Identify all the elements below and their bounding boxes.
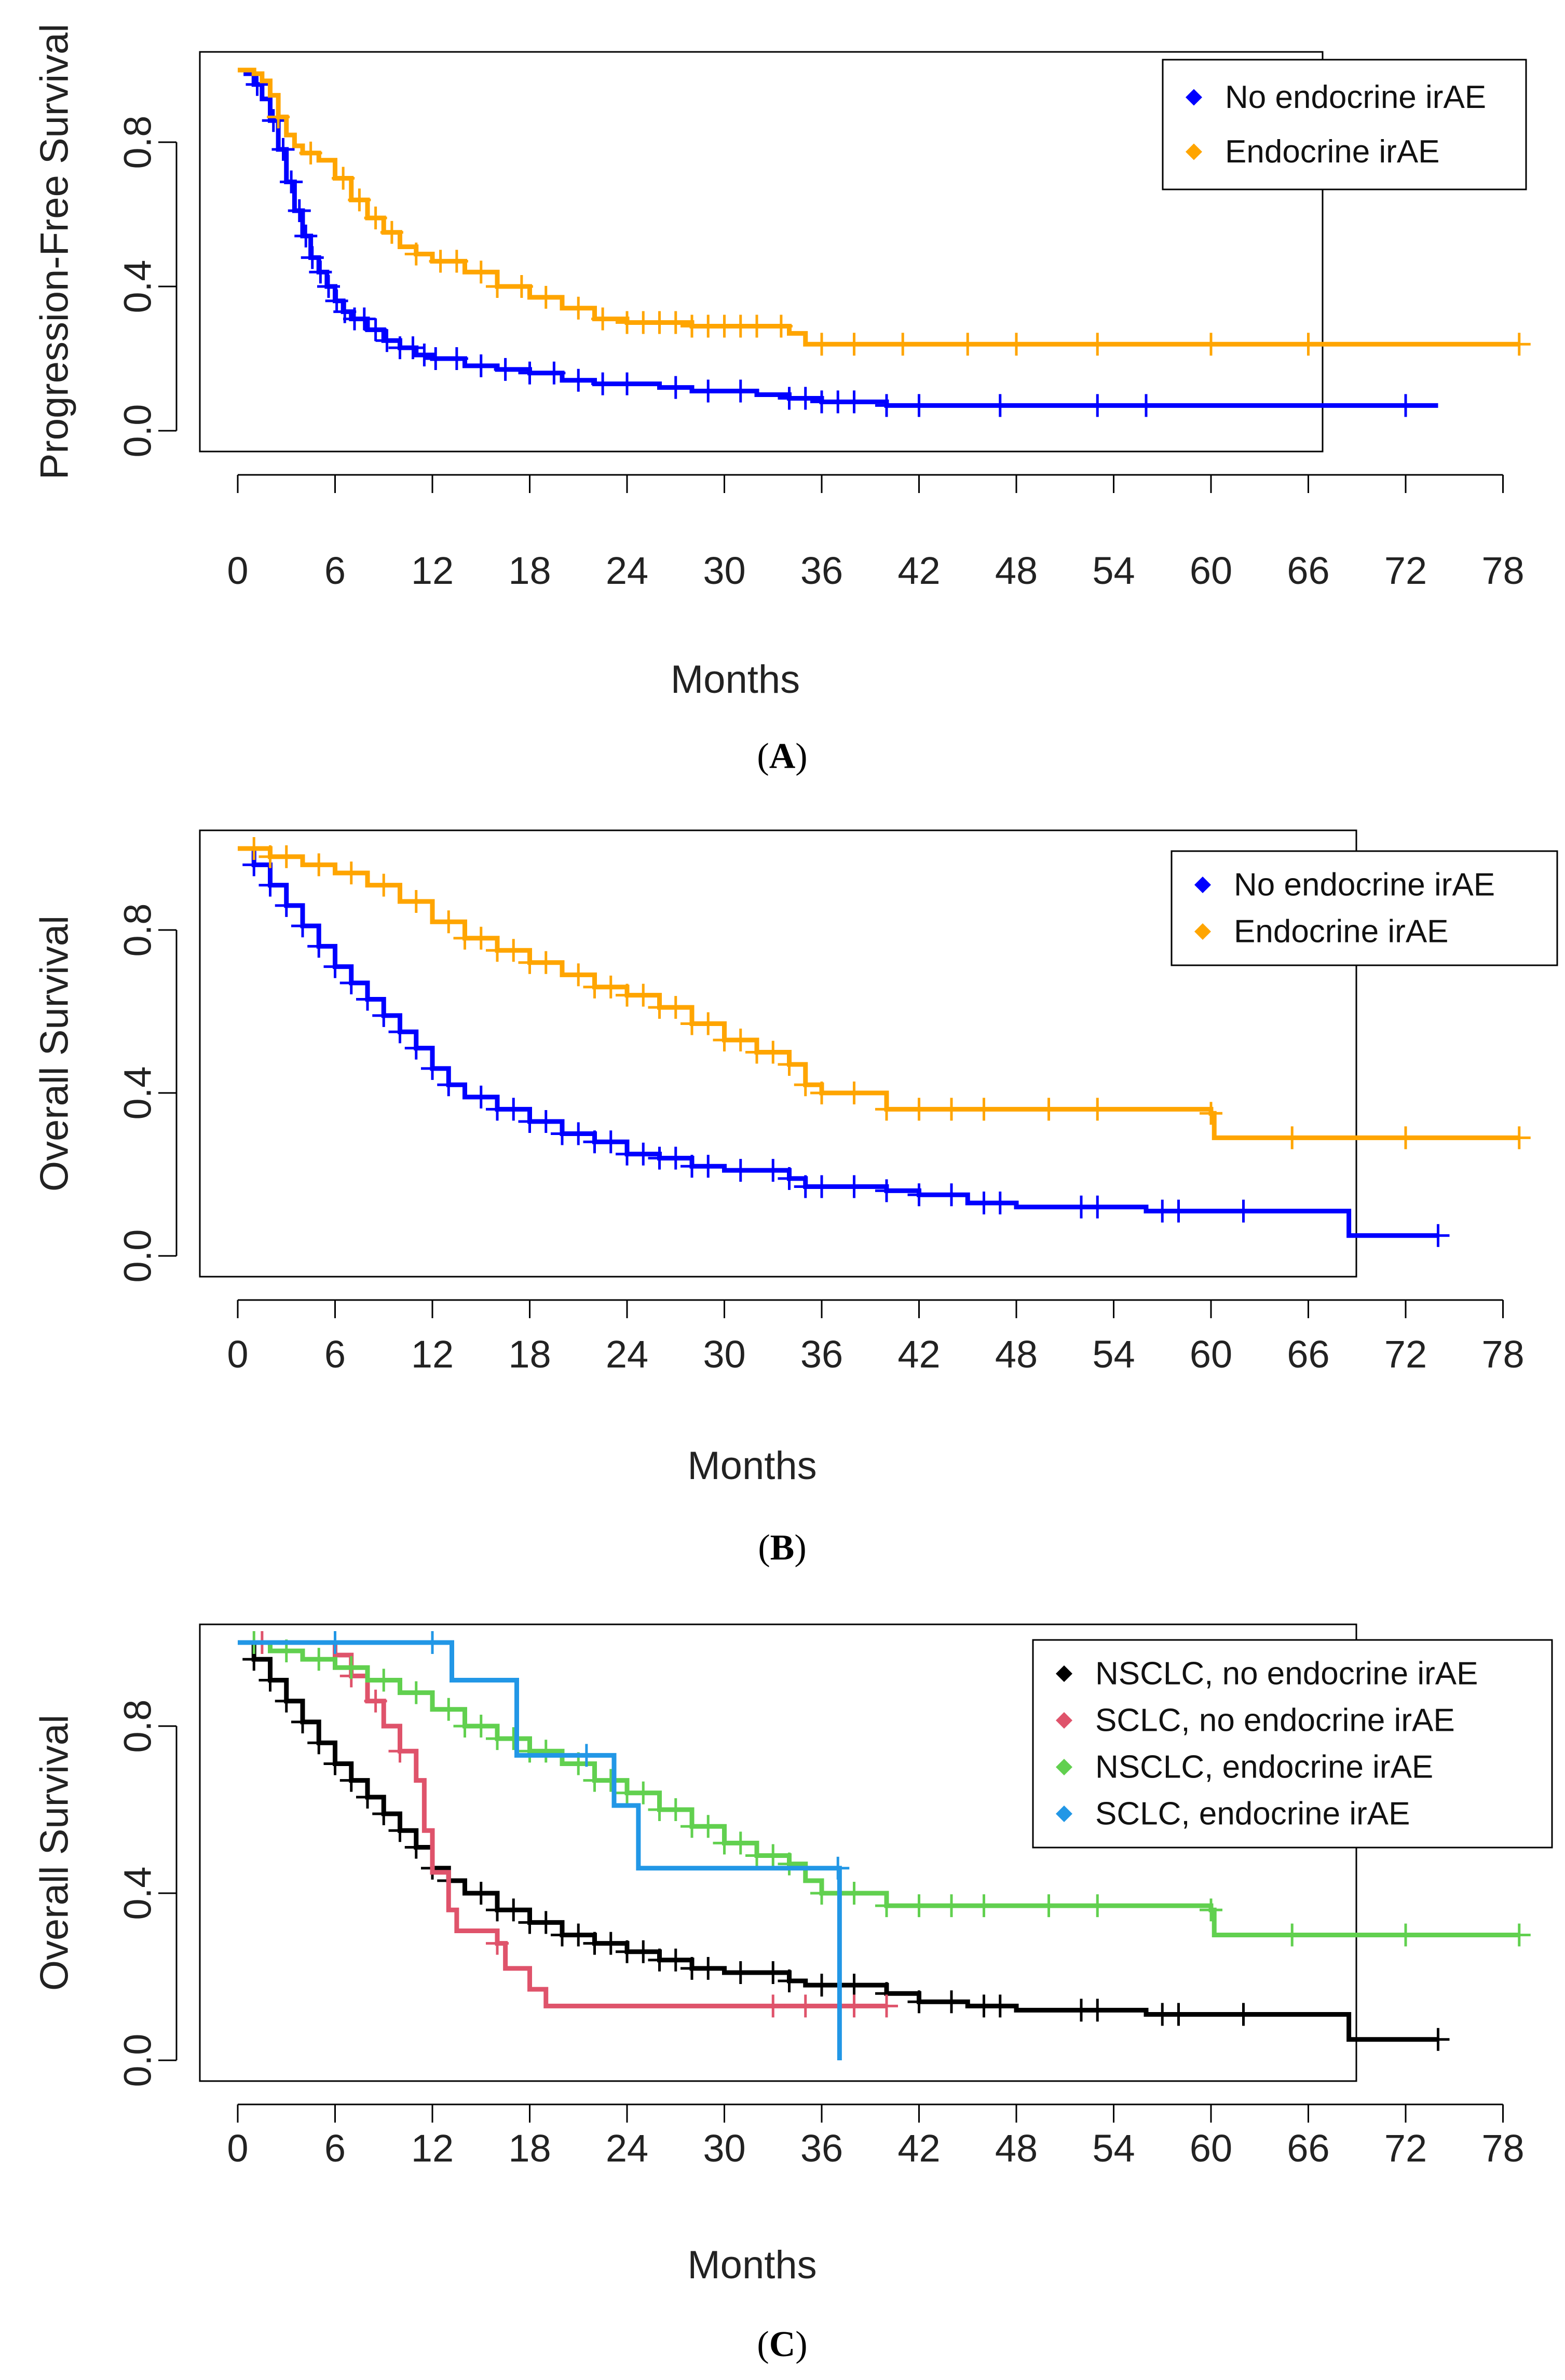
legend-item-label: NSCLC, no endocrine irAE [1095, 1656, 1478, 1692]
x-tick-label: 66 [1287, 549, 1329, 592]
x-tick-label: 54 [1092, 1333, 1135, 1376]
x-tick-label: 48 [995, 1333, 1038, 1376]
legend-item-label: SCLC, endocrine irAE [1095, 1796, 1410, 1832]
y-tick-label: 0.0 [116, 1229, 159, 1283]
panel-label: (C) [757, 2324, 807, 2364]
x-tick-label: 36 [800, 2127, 843, 2170]
x-tick-label: 36 [800, 549, 843, 592]
y-axis-label: Progression-Free Survival [33, 24, 77, 480]
x-tick-label: 0 [227, 549, 248, 592]
x-tick-label: 60 [1190, 1333, 1232, 1376]
x-tick-label: 78 [1481, 2127, 1524, 2170]
x-tick-label: 72 [1384, 2127, 1427, 2170]
panel-label: (A) [757, 736, 807, 776]
x-tick-label: 12 [411, 2127, 454, 2170]
x-tick-label: 66 [1287, 2127, 1329, 2170]
x-tick-label: 54 [1092, 2127, 1135, 2170]
legend-item-label: Endocrine irAE [1234, 914, 1449, 950]
x-tick-label: 30 [703, 2127, 745, 2170]
x-tick-label: 24 [606, 1333, 648, 1376]
legend-item-label: Endocrine irAE [1225, 134, 1440, 170]
x-axis-label: Months [671, 658, 800, 702]
y-tick-label: 0.8 [116, 116, 159, 169]
x-tick-label: 30 [703, 549, 745, 592]
figure: 0.0 0.4 0.8 Progression-Free Survival 0 6 12 18… [0, 0, 1565, 2380]
x-tick-label: 42 [897, 549, 940, 592]
x-tick-label: 72 [1384, 549, 1427, 592]
x-tick-label: 12 [411, 1333, 454, 1376]
y-tick-label: 0.0 [116, 404, 159, 458]
x-tick-label: 6 [324, 2127, 346, 2170]
x-tick-label: 6 [324, 549, 346, 592]
legend-item-label: NSCLC, endocrine irAE [1095, 1749, 1433, 1785]
x-tick-label: 0 [227, 1333, 248, 1376]
x-tick-label: 48 [995, 2127, 1038, 2170]
y-axis-label: Overall Survival [33, 1715, 77, 1991]
x-tick-label: 48 [995, 549, 1038, 592]
legend: NSCLC, no endocrine irAE SCLC, no endocri… [1033, 1640, 1552, 1848]
x-tick-label: 66 [1287, 1333, 1329, 1376]
x-tick-label: 18 [508, 549, 551, 592]
x-tick-label: 42 [897, 1333, 940, 1376]
x-tick-label: 24 [606, 549, 648, 592]
x-axis-label: Months [687, 1444, 816, 1488]
x-axis-label: Months [687, 2243, 816, 2287]
x-tick-label: 36 [800, 1333, 843, 1376]
x-tick-label: 18 [508, 2127, 551, 2170]
background [0, 0, 1565, 2380]
x-tick-label: 78 [1481, 1333, 1524, 1376]
y-tick-label: 0.4 [116, 260, 159, 313]
x-tick-label: 18 [508, 1333, 551, 1376]
y-tick-label: 0.4 [116, 1867, 159, 1920]
y-tick-label: 0.8 [116, 1700, 159, 1753]
y-tick-label: 0.4 [116, 1066, 159, 1120]
legend-item-label: SCLC, no endocrine irAE [1095, 1703, 1455, 1739]
x-tick-label: 12 [411, 549, 454, 592]
y-axis-label: Overall Survival [33, 915, 77, 1192]
x-tick-label: 60 [1190, 549, 1232, 592]
x-tick-label: 78 [1481, 549, 1524, 592]
x-tick-label: 6 [324, 1333, 346, 1376]
x-tick-label: 0 [227, 2127, 248, 2170]
panel-label: (B) [758, 1528, 806, 1568]
legend-item-label: No endocrine irAE [1234, 867, 1495, 903]
x-tick-label: 54 [1092, 549, 1135, 592]
x-tick-label: 60 [1190, 2127, 1232, 2170]
y-tick-label: 0.0 [116, 2034, 159, 2087]
legend: No endocrine irAE Endocrine irAE [1163, 60, 1526, 189]
y-tick-label: 0.8 [116, 904, 159, 957]
x-tick-label: 24 [606, 2127, 648, 2170]
x-tick-label: 42 [897, 2127, 940, 2170]
x-tick-label: 30 [703, 1333, 745, 1376]
x-tick-label: 72 [1384, 1333, 1427, 1376]
legend: No endocrine irAE Endocrine irAE [1172, 851, 1557, 965]
legend-item-label: No endocrine irAE [1225, 79, 1486, 115]
